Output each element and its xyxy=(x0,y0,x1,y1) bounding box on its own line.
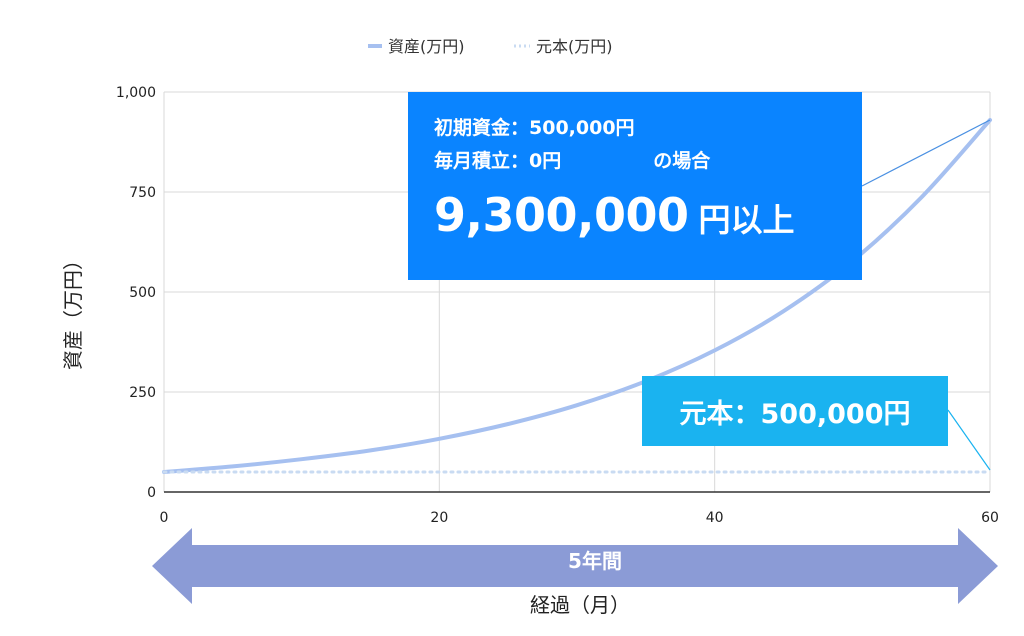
legend-label-principal: 元本(万円) xyxy=(536,37,613,56)
callout-leader-lines xyxy=(861,119,991,471)
result-callout: 初期資金：500,000円 毎月積立：0円 の場合 9,300,000 円以上 xyxy=(408,92,862,280)
y-tick-label: 500 xyxy=(129,285,156,301)
x-tick-label: 0 xyxy=(160,510,169,526)
x-tick-label: 60 xyxy=(981,510,999,526)
legend: 資産(万円) 元本(万円) xyxy=(368,37,613,56)
initial-funds-text: 初期資金：500,000円 xyxy=(434,117,635,139)
result-amount-number: 9,300,000 xyxy=(434,188,689,242)
x-axis-title: 経過（月） xyxy=(530,593,630,617)
monthly-contribution-line: 毎月積立：0円 の場合 xyxy=(434,145,840,178)
y-tick-label: 0 xyxy=(147,485,156,501)
leader-line-principal xyxy=(947,409,991,471)
result-amount-suffix: 円以上 xyxy=(698,201,795,239)
x-tick-label: 40 xyxy=(706,510,724,526)
condition-suffix-text: の場合 xyxy=(653,150,711,172)
result-amount: 9,300,000 円以上 xyxy=(434,188,840,242)
principal-callout: 元本：500,000円 xyxy=(642,376,948,446)
y-tick-label: 250 xyxy=(129,385,156,401)
period-arrow-label: 5年間 xyxy=(568,549,622,573)
y-tick-label: 750 xyxy=(129,185,156,201)
axes: 0 250 500 750 1,000 0 20 40 60 xyxy=(116,85,999,526)
x-tick-label: 20 xyxy=(430,510,448,526)
y-tick-label: 1,000 xyxy=(116,85,156,101)
legend-label-assets: 資産(万円) xyxy=(388,37,465,56)
y-axis-title: 資産（万円） xyxy=(61,250,85,370)
period-arrow xyxy=(152,528,998,604)
leader-line-assets xyxy=(861,119,991,187)
monthly-contribution-text: 毎月積立：0円 xyxy=(434,150,562,172)
period-arrow-shape xyxy=(152,528,998,604)
